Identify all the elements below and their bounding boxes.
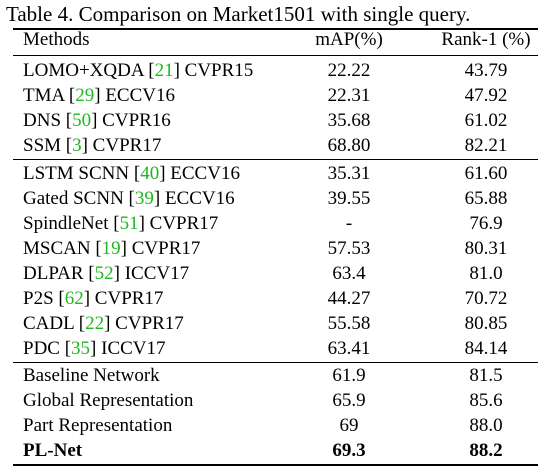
- table-row: Global Representation 65.9 85.6: [13, 388, 538, 413]
- method-cell: DNS [50] CVPR16: [23, 110, 171, 131]
- rank1-cell: 88.2: [469, 440, 503, 461]
- citation-link[interactable]: 39: [134, 188, 154, 209]
- map-cell: -: [345, 213, 353, 234]
- citation-link[interactable]: 50: [72, 110, 92, 131]
- table-row: SSM [3] CVPR17 68.80 82.21: [13, 133, 538, 158]
- table-row: MSCAN [19] CVPR17 57.53 80.31: [13, 236, 538, 261]
- table-row: DLPAR [52] ICCV17 63.4 81.0: [13, 261, 538, 286]
- table-row: LSTM SCNN [40] ECCV16 35.31 61.60: [13, 161, 538, 186]
- citation-link[interactable]: 40: [140, 163, 160, 184]
- table-row: Gated SCNN [39] ECCV16 39.55 65.88: [13, 186, 538, 211]
- citation-link[interactable]: 19: [101, 238, 121, 259]
- rank1-cell: 76.9: [469, 213, 503, 234]
- method-cell: Global Representation: [23, 390, 194, 411]
- header-methods: Methods: [23, 29, 90, 50]
- table-row: P2S [62] CVPR17 44.27 70.72: [13, 286, 538, 311]
- table-row: TMA [29] ECCV16 22.31 47.92: [13, 83, 538, 108]
- group-rule: [13, 362, 538, 363]
- map-cell: 22.22: [327, 60, 371, 81]
- method-cell: DLPAR [52] ICCV17: [23, 263, 190, 284]
- method-cell: MSCAN [19] CVPR17: [23, 238, 201, 259]
- rank1-cell: 43.79: [464, 60, 508, 81]
- map-cell: 35.31: [327, 163, 371, 184]
- method-cell: PDC [35] ICCV17: [23, 338, 166, 359]
- map-cell: 65.9: [332, 390, 366, 411]
- method-cell: LSTM SCNN [40] ECCV16: [23, 163, 240, 184]
- rank1-cell: 84.14: [464, 338, 508, 359]
- header-map: mAP(%): [315, 29, 383, 50]
- method-cell: Part Representation: [23, 415, 173, 436]
- map-cell: 35.68: [327, 110, 371, 131]
- table-row: LOMO+XQDA [21] CVPR15 22.22 43.79: [13, 58, 538, 83]
- map-cell: 44.27: [327, 288, 371, 309]
- table-row: SpindleNet [51] CVPR17 - 76.9: [13, 211, 538, 236]
- table-row: Baseline Network 61.9 81.5: [13, 363, 538, 388]
- citation-link[interactable]: 21: [154, 60, 174, 81]
- table-row: DNS [50] CVPR16 35.68 61.02: [13, 108, 538, 133]
- rank1-cell: 61.60: [464, 163, 508, 184]
- map-cell: 63.4: [332, 263, 366, 284]
- method-cell: PL-Net: [23, 440, 83, 461]
- table-row: CADL [22] CVPR17 55.58 80.85: [13, 311, 538, 336]
- map-cell: 68.80: [327, 135, 371, 156]
- top-rule: [13, 28, 538, 30]
- method-cell: TMA [29] ECCV16: [23, 85, 175, 106]
- map-cell: 55.58: [327, 313, 371, 334]
- group-rule: [13, 159, 538, 160]
- map-cell: 57.53: [327, 238, 371, 259]
- citation-link[interactable]: 62: [64, 288, 84, 309]
- citation-link[interactable]: 29: [75, 85, 95, 106]
- rank1-cell: 80.31: [464, 238, 508, 259]
- header-rule: [13, 55, 538, 56]
- method-cell: Gated SCNN [39] ECCV16: [23, 188, 235, 209]
- map-cell: 69: [339, 415, 359, 436]
- rank1-cell: 88.0: [469, 415, 503, 436]
- map-cell: 22.31: [327, 85, 371, 106]
- map-cell: 61.9: [332, 365, 366, 386]
- citation-link[interactable]: 52: [94, 263, 114, 284]
- citation-link[interactable]: 35: [71, 338, 91, 359]
- table-header-row: Methods mAP(%) Rank-1 (%): [13, 27, 538, 52]
- rank1-cell: 85.6: [469, 390, 503, 411]
- map-cell: 69.3: [332, 440, 366, 461]
- rank1-cell: 82.21: [464, 135, 508, 156]
- rank1-cell: 81.5: [469, 365, 503, 386]
- table-row-highlight: PL-Net 69.3 88.2: [13, 438, 538, 463]
- rank1-cell: 47.92: [464, 85, 508, 106]
- table-row: Part Representation 69 88.0: [13, 413, 538, 438]
- method-cell: SpindleNet [51] CVPR17: [23, 213, 219, 234]
- method-cell: Baseline Network: [23, 365, 160, 386]
- method-cell: CADL [22] CVPR17: [23, 313, 184, 334]
- method-cell: SSM [3] CVPR17: [23, 135, 162, 156]
- table-caption: Table 4. Comparison on Market1501 with s…: [6, 2, 471, 26]
- citation-link[interactable]: 22: [85, 313, 105, 334]
- rank1-cell: 70.72: [464, 288, 508, 309]
- citation-link[interactable]: 3: [72, 135, 82, 156]
- rank1-cell: 65.88: [464, 188, 508, 209]
- citation-link[interactable]: 51: [119, 213, 139, 234]
- table-row: PDC [35] ICCV17 63.41 84.14: [13, 336, 538, 361]
- rank1-cell: 80.85: [464, 313, 508, 334]
- map-cell: 63.41: [327, 338, 371, 359]
- rank1-cell: 61.02: [464, 110, 508, 131]
- map-cell: 39.55: [327, 188, 371, 209]
- method-cell: LOMO+XQDA [21] CVPR15: [23, 60, 254, 81]
- rank1-cell: 81.0: [469, 263, 503, 284]
- bottom-rule: [13, 464, 538, 466]
- header-rank1: Rank-1 (%): [441, 29, 531, 50]
- method-cell: P2S [62] CVPR17: [23, 288, 164, 309]
